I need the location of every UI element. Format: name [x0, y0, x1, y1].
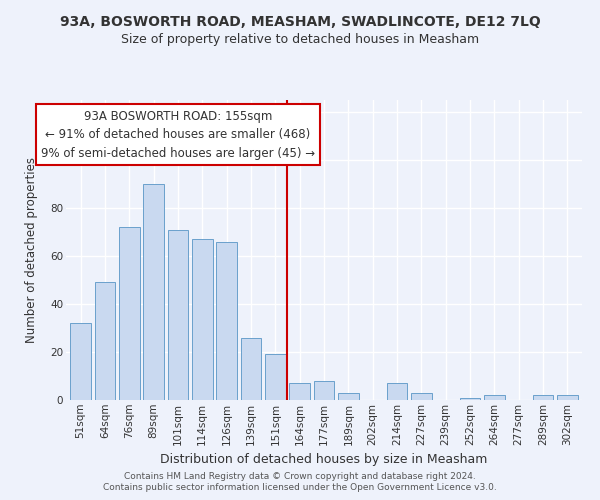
Bar: [167, 230, 188, 400]
Bar: [338, 393, 359, 400]
Bar: [265, 354, 286, 400]
Text: Contains public sector information licensed under the Open Government Licence v3: Contains public sector information licen…: [103, 484, 497, 492]
Bar: [143, 184, 164, 400]
Bar: [95, 282, 115, 400]
Bar: [314, 381, 334, 400]
Bar: [557, 395, 578, 400]
X-axis label: Distribution of detached houses by size in Measham: Distribution of detached houses by size …: [160, 453, 488, 466]
Bar: [70, 323, 91, 400]
Bar: [241, 338, 262, 400]
Bar: [484, 395, 505, 400]
Bar: [411, 393, 432, 400]
Bar: [289, 383, 310, 400]
Y-axis label: Number of detached properties: Number of detached properties: [25, 157, 38, 343]
Text: 93A BOSWORTH ROAD: 155sqm
← 91% of detached houses are smaller (468)
9% of semi-: 93A BOSWORTH ROAD: 155sqm ← 91% of detac…: [41, 110, 315, 160]
Bar: [460, 398, 481, 400]
Text: Contains HM Land Registry data © Crown copyright and database right 2024.: Contains HM Land Registry data © Crown c…: [124, 472, 476, 481]
Bar: [533, 395, 553, 400]
Bar: [216, 242, 237, 400]
Bar: [386, 383, 407, 400]
Bar: [119, 227, 140, 400]
Bar: [192, 239, 212, 400]
Text: Size of property relative to detached houses in Measham: Size of property relative to detached ho…: [121, 32, 479, 46]
Text: 93A, BOSWORTH ROAD, MEASHAM, SWADLINCOTE, DE12 7LQ: 93A, BOSWORTH ROAD, MEASHAM, SWADLINCOTE…: [59, 15, 541, 29]
